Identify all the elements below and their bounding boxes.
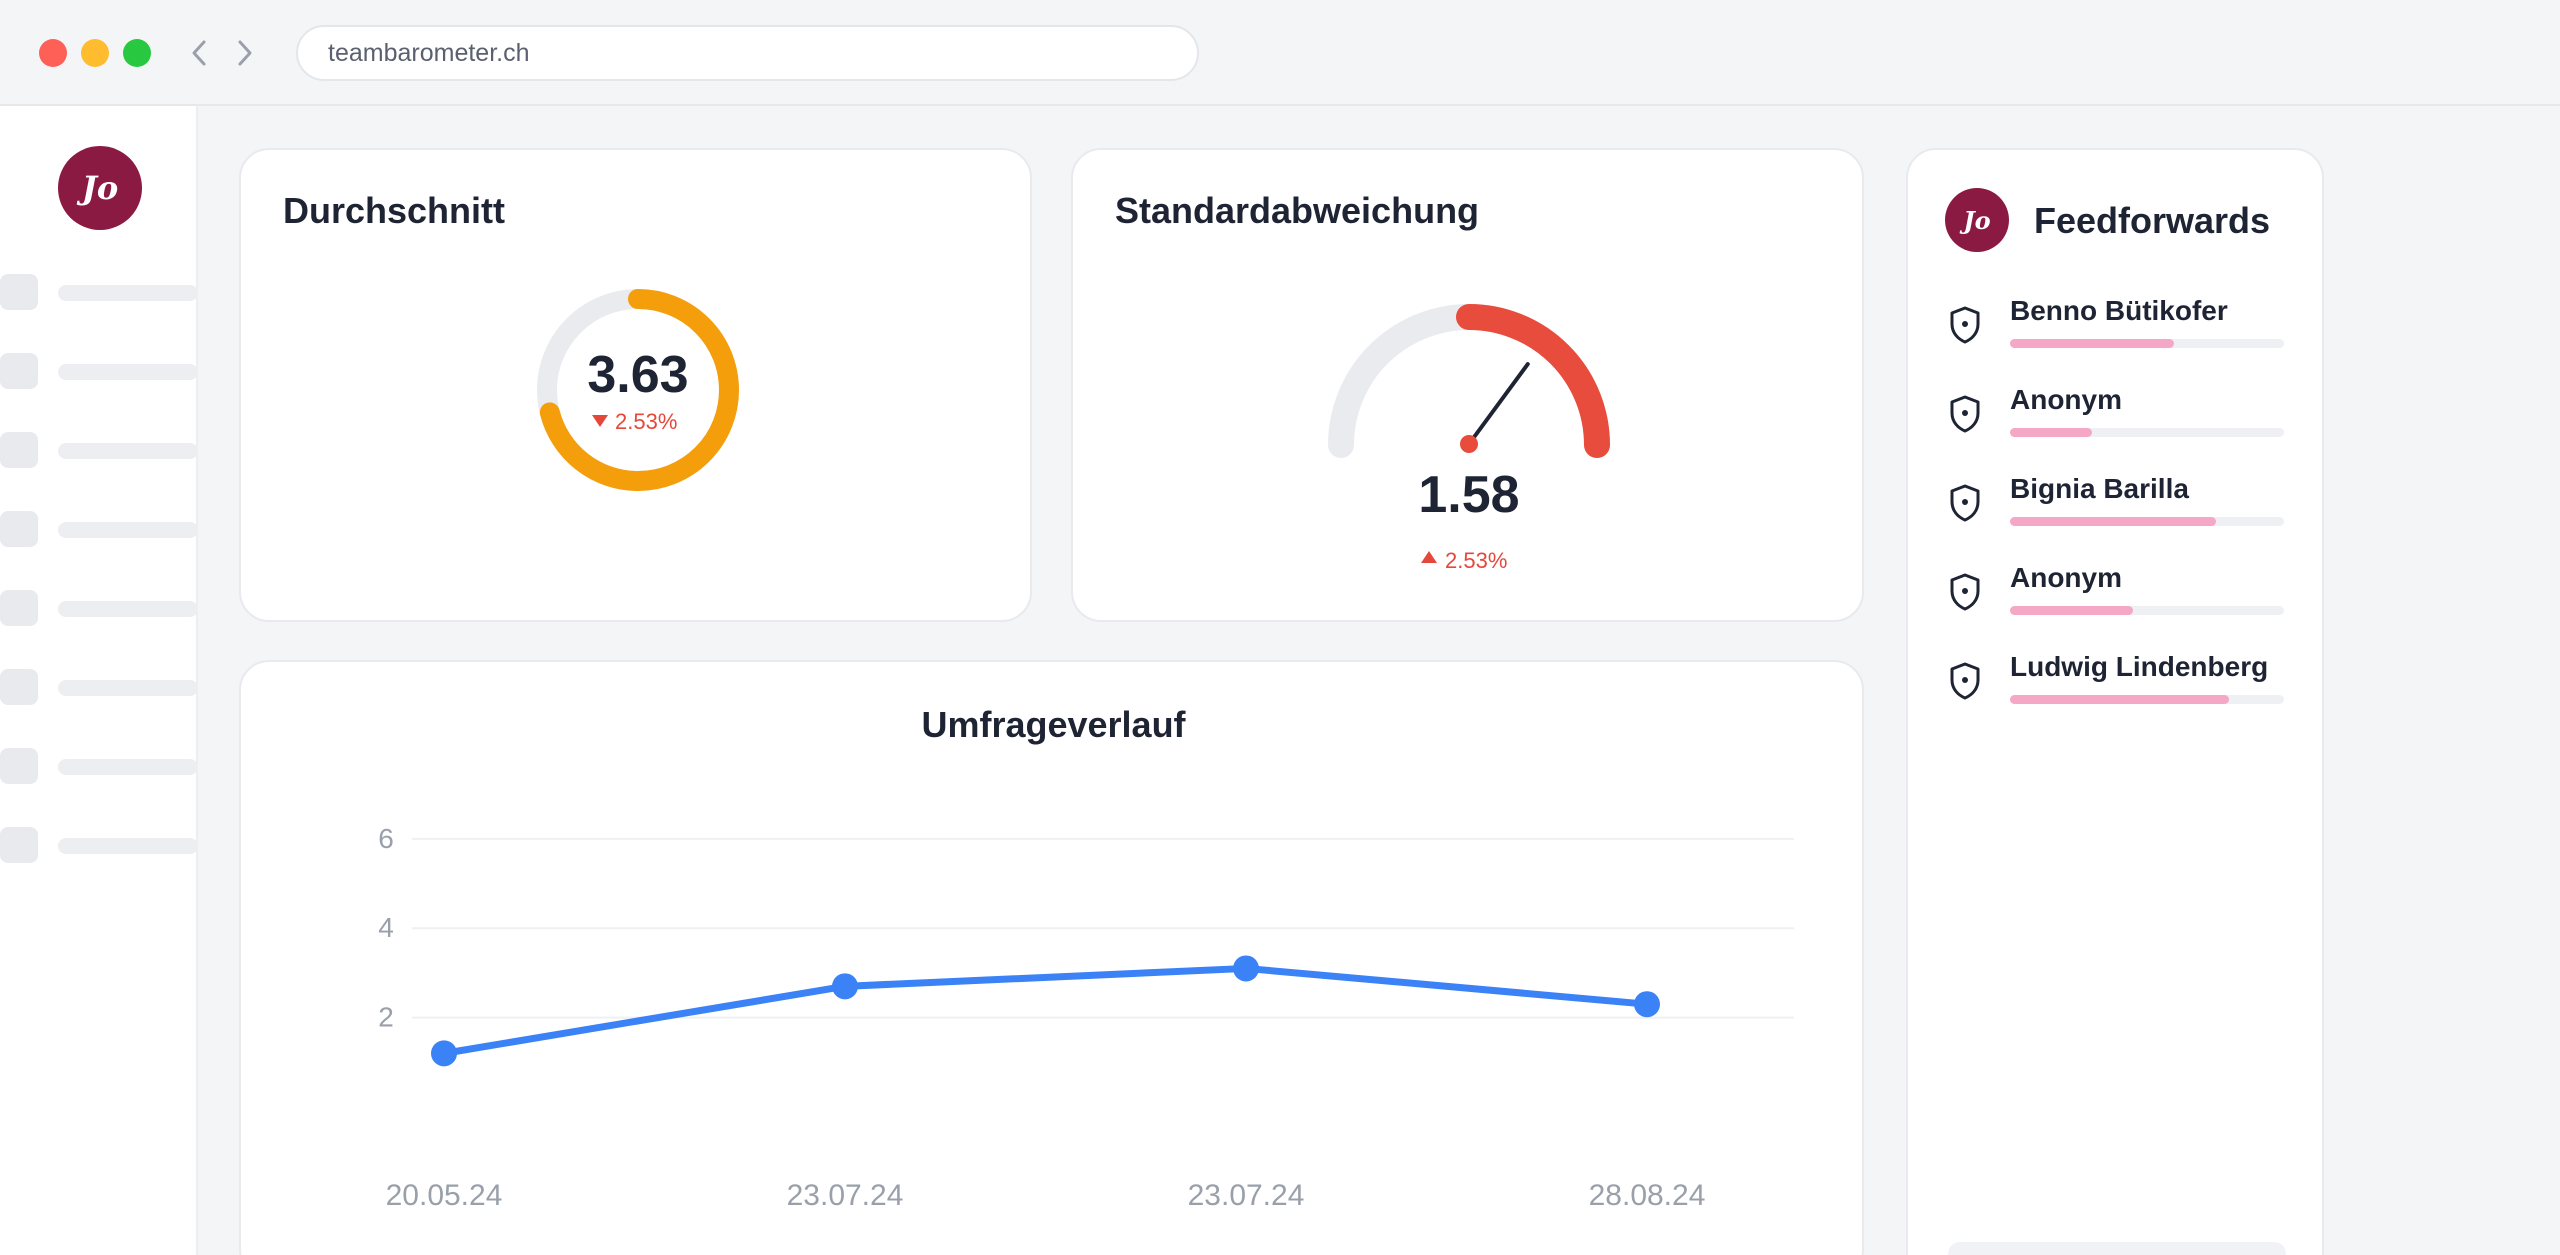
- sidebar-item-icon: [0, 669, 38, 705]
- data-point[interactable]: [1233, 955, 1259, 982]
- feedforward-progress-fill: [2010, 695, 2230, 704]
- sidebar-item-icon: [0, 432, 38, 468]
- x-tick-label: 28.08.24: [1589, 1179, 1706, 1212]
- average-card: Durchschnitt 3.63 2.53%: [239, 148, 1032, 622]
- shield-icon: [1950, 573, 1980, 611]
- chevron-right-icon: [238, 40, 252, 66]
- feedforward-name: Anonym: [2010, 562, 2122, 593]
- feedforward-progress: [2010, 428, 2284, 437]
- feedforward-item[interactable]: Ludwig Lindenberg: [1948, 651, 2288, 721]
- sidebar-item-label-placeholder: [58, 759, 198, 775]
- sidebar-item[interactable]: [0, 511, 198, 547]
- feedforwards-title: Feedforwards: [2034, 200, 2271, 241]
- stddev-gauge-needle: [1467, 362, 1530, 446]
- y-tick-label: 4: [378, 912, 394, 943]
- sidebar-item-label-placeholder: [58, 364, 198, 380]
- feedforwards-card: Jo Feedforwards Benno Bütikofer Anonym B…: [1906, 148, 2324, 1255]
- stddev-change: 2.53%: [1445, 548, 1507, 573]
- sidebar-item-icon: [0, 274, 38, 310]
- address-bar[interactable]: teambarometer.ch: [296, 25, 1199, 81]
- maximize-window-button[interactable]: [123, 39, 151, 67]
- sidebar-item-icon: [0, 511, 38, 547]
- feedforward-progress-fill: [2010, 517, 2216, 526]
- y-tick-label: 6: [378, 823, 394, 854]
- chart-title: Umfrageverlauf: [921, 704, 1186, 745]
- feedforward-name: Anonym: [2010, 384, 2122, 415]
- feedforward-progress-fill: [2010, 606, 2134, 615]
- caret-up-icon: [1421, 551, 1437, 563]
- sidebar-item[interactable]: [0, 827, 198, 863]
- shield-icon: [1950, 306, 1980, 344]
- sidebar-item[interactable]: [0, 748, 198, 784]
- stddev-card-title: Standardabweichung: [1115, 190, 1480, 231]
- feedforward-name: Ludwig Lindenberg: [2010, 651, 2269, 682]
- sidebar-item[interactable]: [0, 669, 198, 705]
- x-tick-label: 23.07.24: [1188, 1179, 1305, 1212]
- sidebar-item[interactable]: [0, 590, 198, 626]
- x-tick-label: 20.05.24: [386, 1179, 503, 1212]
- feedforwards-avatar[interactable]: Jo: [1945, 188, 2009, 252]
- history-chart-card: Umfrageverlauf 2 4 6 20.05.24 23.07.24 23.07.…: [239, 660, 1864, 1255]
- stddev-gauge-pivot: [1460, 435, 1478, 453]
- data-point[interactable]: [832, 973, 858, 1000]
- average-value: 3.63: [587, 346, 688, 404]
- shield-icon: [1950, 662, 1980, 700]
- sidebar-item-label-placeholder: [58, 522, 198, 538]
- feedforward-progress: [2010, 339, 2284, 348]
- minimize-window-button[interactable]: [81, 39, 109, 67]
- feedforwards-scroll-indicator[interactable]: [1948, 1242, 2286, 1255]
- caret-down-icon: [592, 415, 608, 427]
- sidebar-item-label-placeholder: [58, 680, 198, 696]
- sidebar-item-icon: [0, 353, 38, 389]
- chevron-left-icon: [192, 40, 206, 66]
- feedforward-name: Bignia Barilla: [2010, 473, 2189, 504]
- feedforward-item[interactable]: Anonym: [1948, 562, 2288, 632]
- sidebar: Jo: [0, 106, 198, 1255]
- feedforward-item[interactable]: Benno Bütikofer: [1948, 295, 2288, 365]
- feedforward-name: Benno Bütikofer: [2010, 295, 2228, 326]
- sidebar-item-label-placeholder: [58, 285, 198, 301]
- sidebar-item[interactable]: [0, 432, 198, 468]
- sidebar-item-icon: [0, 748, 38, 784]
- shield-icon: [1950, 395, 1980, 433]
- average-change: 2.53%: [615, 409, 677, 434]
- feedforward-item[interactable]: Bignia Barilla: [1948, 473, 2288, 543]
- sidebar-item-label-placeholder: [58, 838, 198, 854]
- stddev-value: 1.58: [1418, 466, 1519, 524]
- feedforwards-avatar-initials: Jo: [1963, 205, 1991, 235]
- feedforward-progress-fill: [2010, 339, 2175, 348]
- sidebar-item[interactable]: [0, 274, 198, 310]
- x-tick-label: 23.07.24: [787, 1179, 904, 1212]
- sidebar-item[interactable]: [0, 353, 198, 389]
- average-card-title: Durchschnitt: [283, 190, 506, 231]
- series-line: [440, 964, 1651, 1057]
- y-tick-label: 2: [378, 1002, 394, 1033]
- history-line-chart: 2 4 6 20.05.24 23.07.24 23.07.24 28.08.24: [378, 823, 1794, 1212]
- sidebar-item-label-placeholder: [58, 443, 198, 459]
- sidebar-item-icon: [0, 590, 38, 626]
- stddev-gauge-arc: [1456, 304, 1610, 458]
- back-button[interactable]: [182, 36, 216, 70]
- average-donut: 3.63 2.53%: [537, 289, 739, 491]
- feedforward-progress: [2010, 606, 2284, 615]
- sidebar-item-label-placeholder: [58, 601, 198, 617]
- feedforward-progress: [2010, 517, 2284, 526]
- stddev-gauge: 1.58 2.53%: [1328, 304, 1610, 573]
- shield-icon: [1950, 484, 1980, 522]
- address-bar-url: teambarometer.ch: [328, 38, 530, 67]
- browser-titlebar: teambarometer.ch: [0, 0, 2560, 106]
- user-initials: Jo: [81, 169, 119, 207]
- sidebar-item-icon: [0, 827, 38, 863]
- average-donut-arc: [537, 289, 739, 491]
- data-point[interactable]: [431, 1040, 457, 1067]
- feedforward-progress: [2010, 695, 2284, 704]
- user-avatar[interactable]: Jo: [58, 146, 142, 230]
- close-window-button[interactable]: [39, 39, 67, 67]
- stddev-card: Standardabweichung 1.58 2.53%: [1071, 148, 1864, 622]
- feedforward-progress-fill: [2010, 428, 2093, 437]
- forward-button[interactable]: [228, 36, 262, 70]
- feedforward-item[interactable]: Anonym: [1948, 384, 2288, 454]
- data-point[interactable]: [1634, 991, 1660, 1018]
